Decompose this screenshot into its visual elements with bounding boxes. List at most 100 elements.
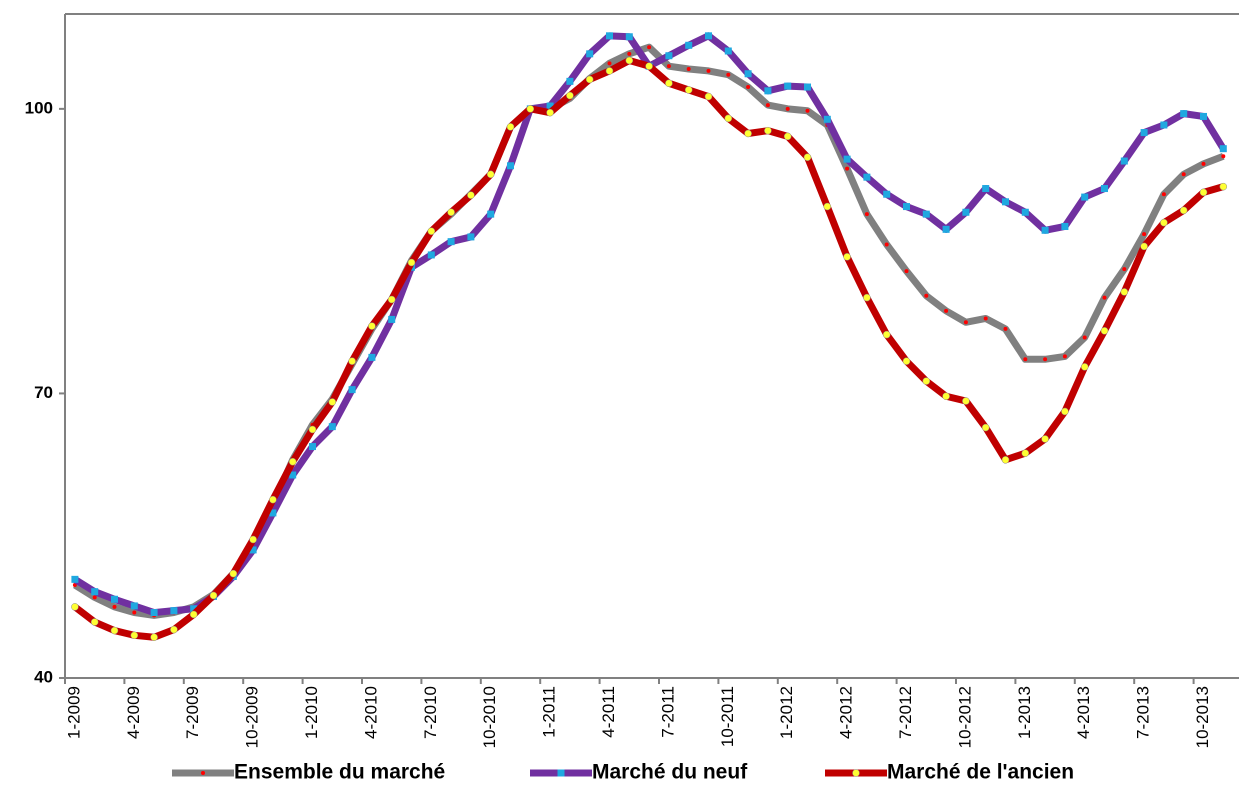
marker	[507, 162, 514, 170]
marker	[269, 509, 277, 517]
marker	[486, 170, 495, 179]
marker	[407, 258, 416, 267]
marker	[903, 203, 910, 211]
marker	[112, 604, 117, 609]
marker	[1101, 185, 1108, 193]
marker	[963, 320, 968, 325]
marker	[427, 251, 435, 259]
marker	[924, 293, 929, 298]
marker	[1100, 327, 1109, 335]
series	[71, 56, 1228, 641]
marker	[585, 75, 594, 84]
series	[71, 32, 1227, 617]
marker	[944, 308, 949, 313]
marker	[606, 32, 613, 40]
x-tick-label: 10-2010	[480, 686, 499, 748]
x-tick-label: 7-2010	[421, 686, 440, 739]
x-tick-label: 4-2013	[1074, 686, 1093, 739]
marker	[647, 45, 652, 50]
x-tick-label: 1-2009	[64, 686, 83, 739]
marker	[566, 77, 574, 85]
marker	[645, 62, 653, 70]
x-tick-label: 4-2010	[361, 686, 380, 739]
marker	[1061, 407, 1069, 416]
y-tick-label: 40	[34, 667, 53, 686]
marker	[368, 322, 376, 330]
marker	[1023, 357, 1028, 362]
x-tick-label: 1-2010	[302, 686, 321, 739]
marker	[546, 102, 554, 110]
marker	[765, 103, 770, 108]
marker	[289, 471, 297, 479]
marker	[467, 191, 475, 199]
marker	[1140, 129, 1148, 137]
legend-label: Marché de l'ancien	[887, 761, 1074, 784]
marker	[902, 357, 911, 365]
marker	[724, 114, 733, 123]
marker	[1043, 357, 1048, 362]
y-tick-label: 100	[25, 98, 53, 117]
marker	[1001, 456, 1010, 464]
marker	[348, 357, 356, 365]
marker	[288, 457, 297, 466]
marker	[845, 166, 850, 171]
marker	[783, 132, 792, 141]
marker	[1200, 112, 1207, 120]
marker	[1160, 218, 1168, 227]
x-tick-label: 7-2013	[1134, 686, 1153, 739]
marker	[111, 595, 118, 603]
marker	[90, 618, 99, 626]
marker	[1181, 172, 1186, 177]
marker	[785, 106, 790, 111]
legend-marker	[201, 771, 205, 775]
marker	[249, 535, 257, 544]
marker	[1081, 193, 1089, 201]
marker	[1082, 335, 1087, 340]
legend-label: Ensemble du marché	[234, 761, 445, 784]
series	[72, 43, 1226, 619]
marker	[1219, 145, 1227, 153]
marker	[132, 610, 137, 615]
marker	[981, 423, 990, 432]
marker	[784, 82, 792, 90]
marker	[309, 443, 316, 451]
marker	[566, 91, 574, 100]
marker	[962, 397, 970, 405]
marker	[71, 575, 79, 583]
marker	[665, 52, 673, 60]
marker	[726, 72, 731, 77]
marker	[71, 603, 79, 611]
marker	[1142, 232, 1147, 237]
x-tick-label: 4-2009	[124, 686, 143, 739]
legend-marker	[852, 769, 860, 777]
marker	[982, 185, 990, 193]
marker	[150, 609, 158, 617]
marker	[170, 607, 178, 615]
marker	[308, 425, 317, 434]
marker	[91, 588, 99, 596]
marker	[1140, 242, 1148, 251]
marker	[1180, 110, 1188, 118]
marker	[209, 591, 218, 600]
marker	[1061, 222, 1069, 230]
marker	[904, 269, 909, 274]
marker	[1179, 206, 1188, 215]
marker	[130, 602, 138, 610]
marker	[803, 153, 812, 161]
marker	[942, 225, 950, 233]
marker	[1021, 208, 1029, 216]
marker	[249, 546, 257, 554]
marker	[1003, 326, 1008, 331]
marker	[368, 353, 376, 361]
x-tick-label: 1-2013	[1015, 686, 1034, 739]
marker	[150, 633, 158, 641]
marker	[269, 495, 277, 504]
x-tick-label: 1-2012	[777, 686, 796, 739]
marker	[189, 610, 198, 619]
marker	[744, 129, 752, 138]
marker	[863, 293, 871, 302]
x-tick-label: 10-2012	[955, 686, 974, 748]
marker	[447, 238, 455, 246]
marker	[546, 108, 554, 117]
